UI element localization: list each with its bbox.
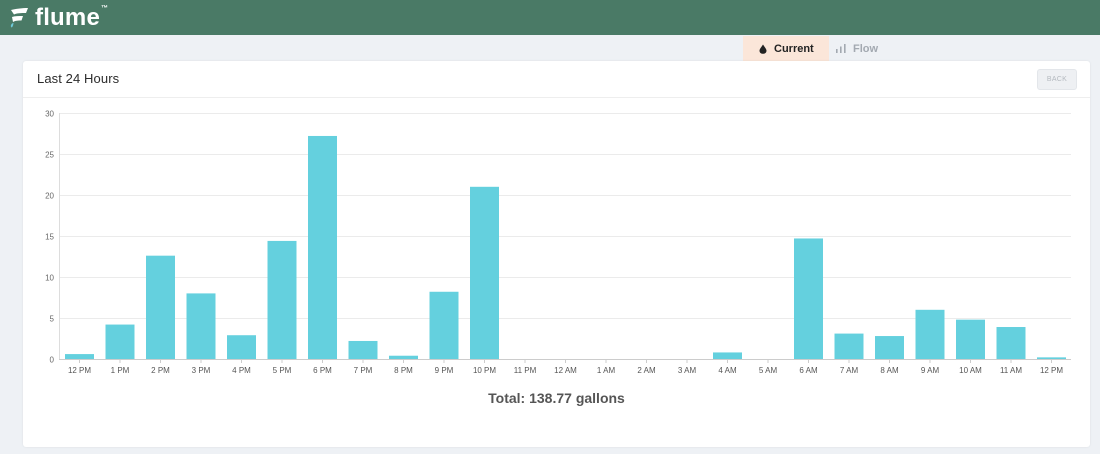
view-tabs: Current Flow	[743, 36, 899, 61]
flume-logo-icon	[10, 7, 28, 27]
bar-18[interactable]	[794, 238, 823, 359]
x-tick-label: 5 AM	[759, 366, 778, 375]
tab-current[interactable]: Current	[743, 36, 829, 61]
bar-22[interactable]	[956, 319, 985, 359]
x-tick-label: 4 PM	[232, 366, 251, 375]
bar-23[interactable]	[996, 327, 1026, 359]
flume-logo[interactable]: flume ™	[6, 4, 108, 31]
bar-chart-icon	[836, 44, 846, 53]
bar-20[interactable]	[875, 336, 904, 359]
bar-21[interactable]	[915, 309, 945, 359]
bar-2[interactable]	[146, 255, 175, 359]
x-tick-label: 6 PM	[313, 366, 332, 375]
x-tick-label: 2 PM	[151, 366, 170, 375]
y-tick-label: 20	[45, 192, 54, 201]
tab-flow[interactable]: Flow	[829, 36, 899, 61]
y-tick-label: 10	[45, 274, 54, 283]
x-tick-label: 8 AM	[880, 366, 899, 375]
x-tick-label: 9 AM	[921, 366, 940, 375]
y-tick-label: 5	[50, 315, 55, 324]
tab-current-label: Current	[774, 42, 814, 55]
bar-3[interactable]	[186, 293, 216, 359]
x-tick-label: 10 PM	[473, 366, 496, 375]
bar-4[interactable]	[227, 335, 256, 359]
x-tick-label: 12 AM	[554, 366, 577, 375]
bar-6[interactable]	[308, 135, 337, 359]
usage-bar-chart: 0 5 10 15 20 25 30 12 PM 1 PM 2 PM 3 PM 4 PM 5 PM 6 P…	[45, 110, 1071, 375]
x-tick-label: 12 PM	[1040, 366, 1063, 375]
bar-16[interactable]	[713, 352, 742, 359]
x-tick-label: 7 AM	[840, 366, 859, 375]
x-tick-label: 9 PM	[435, 366, 454, 375]
x-tick-label: 1 PM	[111, 366, 130, 375]
x-tick-label: 12 PM	[68, 366, 91, 375]
y-tick-label: 15	[45, 233, 54, 242]
bar-5[interactable]	[267, 240, 297, 359]
y-tick-label: 25	[45, 151, 54, 160]
usage-card: Last 24 Hours BACK 0 5 10 15 20 25 30 12 PM 1 PM…	[23, 61, 1090, 447]
card-divider	[23, 97, 1090, 98]
back-button[interactable]: BACK	[1037, 69, 1077, 90]
x-tick-label: 4 AM	[718, 366, 737, 375]
x-tick-label: 11 PM	[514, 366, 537, 375]
logo-trademark: ™	[101, 5, 109, 12]
card-title: Last 24 Hours	[37, 71, 120, 86]
tab-flow-label: Flow	[853, 42, 879, 55]
x-tick-label: 8 PM	[394, 366, 413, 375]
x-tick-label: 1 AM	[597, 366, 616, 375]
bar-7[interactable]	[348, 340, 378, 359]
x-tick-label: 3 AM	[678, 366, 697, 375]
bar-24[interactable]	[1037, 357, 1066, 359]
bar-8[interactable]	[389, 355, 418, 359]
y-tick-label: 0	[50, 356, 55, 365]
x-tick-label: 6 AM	[799, 366, 818, 375]
app-header: flume ™	[0, 0, 1100, 35]
bar-0[interactable]	[65, 354, 94, 359]
bar-1[interactable]	[105, 324, 135, 359]
bar-10[interactable]	[470, 186, 499, 359]
total-gallons: Total: 138.77 gallons	[488, 390, 625, 406]
y-tick-label: 30	[45, 110, 54, 119]
x-tick-label: 10 AM	[959, 366, 982, 375]
water-drop-icon	[759, 44, 767, 54]
logo-wordmark: flume	[35, 4, 101, 31]
x-tick-label: 2 AM	[637, 366, 656, 375]
x-tick-label: 5 PM	[273, 366, 292, 375]
x-tick-label: 11 AM	[1000, 366, 1022, 375]
x-tick-label: 7 PM	[354, 366, 373, 375]
bar-9[interactable]	[429, 291, 459, 359]
bar-19[interactable]	[834, 333, 864, 359]
x-tick-label: 3 PM	[192, 366, 211, 375]
